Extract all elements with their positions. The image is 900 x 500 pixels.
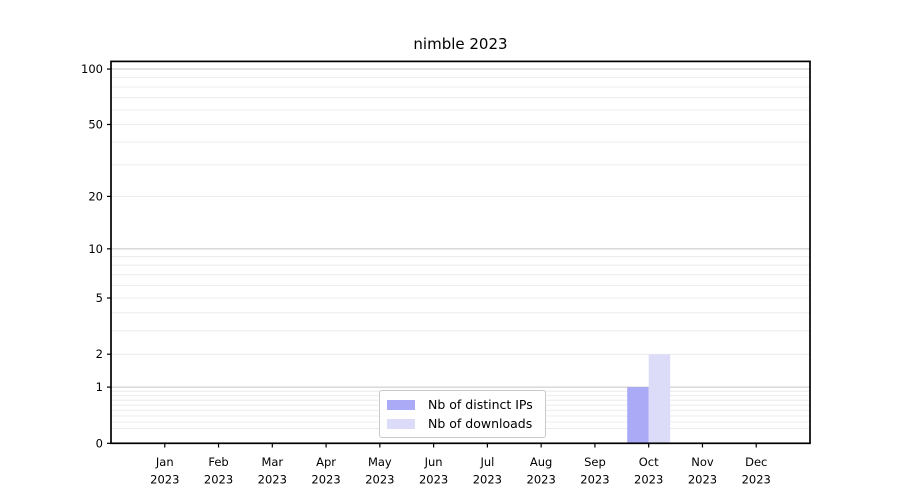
svg-text:2023: 2023 (634, 473, 663, 487)
legend-swatch-downloads-icon (387, 418, 415, 429)
svg-text:Oct: Oct (639, 455, 659, 469)
svg-text:Jun: Jun (424, 455, 443, 469)
svg-text:2023: 2023 (742, 473, 771, 487)
legend-item-distinct-ips: Nb of distinct IPs (387, 397, 537, 412)
chart-title: nimble 2023 (413, 35, 508, 53)
svg-text:2023: 2023 (580, 473, 609, 487)
svg-text:5: 5 (96, 291, 103, 305)
svg-text:Sep: Sep (584, 455, 606, 469)
legend-label-distinct-ips: Nb of distinct IPs (428, 397, 533, 412)
svg-text:2023: 2023 (311, 473, 340, 487)
legend-label-downloads: Nb of downloads (428, 416, 533, 431)
svg-text:Feb: Feb (208, 455, 228, 469)
svg-text:Mar: Mar (261, 455, 283, 469)
svg-text:2023: 2023 (688, 473, 717, 487)
svg-text:2: 2 (96, 347, 103, 361)
svg-text:2023: 2023 (527, 473, 556, 487)
svg-text:2023: 2023 (419, 473, 448, 487)
svg-text:Nov: Nov (691, 455, 714, 469)
svg-text:100: 100 (81, 62, 103, 76)
svg-text:2023: 2023 (204, 473, 233, 487)
svg-text:Jul: Jul (479, 455, 494, 469)
bar-oct-s1 (648, 354, 671, 444)
svg-text:Dec: Dec (745, 455, 767, 469)
svg-text:2023: 2023 (150, 473, 179, 487)
svg-text:50: 50 (88, 117, 103, 131)
svg-text:2023: 2023 (473, 473, 502, 487)
legend-swatch-distinct-ips-icon (387, 399, 415, 410)
svg-text:0: 0 (96, 436, 103, 450)
svg-text:10: 10 (88, 242, 103, 256)
bar-oct-s0 (627, 387, 649, 444)
svg-text:Aug: Aug (530, 455, 552, 469)
svg-text:2023: 2023 (365, 473, 394, 487)
svg-text:2023: 2023 (258, 473, 287, 487)
svg-text:May: May (368, 455, 392, 469)
chart-legend: Nb of distinct IPs Nb of downloads (379, 390, 546, 438)
legend-item-downloads: Nb of downloads (387, 416, 537, 431)
svg-text:20: 20 (88, 189, 103, 203)
svg-text:Apr: Apr (316, 455, 336, 469)
svg-text:Jan: Jan (155, 455, 174, 469)
svg-text:1: 1 (96, 380, 103, 394)
